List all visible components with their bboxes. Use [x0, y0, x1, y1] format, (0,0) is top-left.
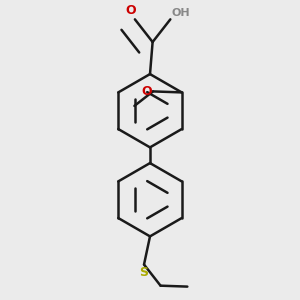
Text: O: O: [141, 85, 152, 98]
Text: O: O: [126, 4, 136, 17]
Text: OH: OH: [172, 8, 190, 18]
Text: S: S: [140, 266, 148, 279]
